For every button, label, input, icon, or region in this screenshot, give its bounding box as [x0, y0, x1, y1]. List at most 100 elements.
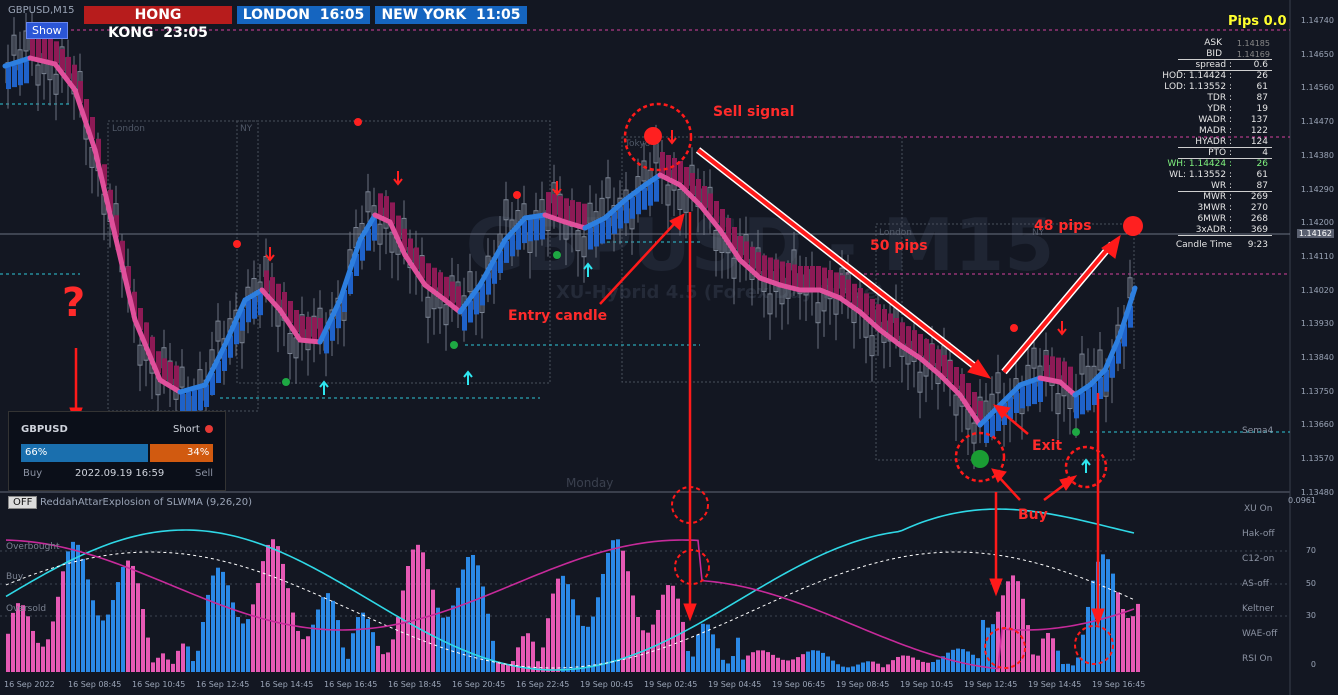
up-arrow-icon [1081, 458, 1091, 473]
histogram-bar [836, 664, 840, 672]
histogram-bar [861, 662, 865, 672]
histogram-bar [1066, 663, 1070, 672]
histogram-bar [171, 663, 175, 672]
time-tick: 19 Sep 04:45 [708, 680, 762, 689]
histogram-bar [106, 614, 110, 672]
ribbon-bar [342, 290, 347, 312]
stats-key: ASK [1204, 38, 1222, 48]
histogram-bar [326, 593, 330, 672]
down-arrow-icon [393, 171, 403, 186]
stats-key: MWR : [1203, 192, 1232, 202]
ribbon-bar [24, 61, 29, 84]
histogram-bar [116, 582, 120, 672]
histogram-bar [536, 661, 540, 672]
ma-segment [27, 55, 58, 67]
ribbon-bar [468, 300, 473, 323]
stats-row: 6MWR : 268 [1176, 214, 1276, 225]
ma-segment [337, 237, 363, 303]
ribbon-bar [1080, 392, 1085, 415]
candle-body [1031, 347, 1037, 369]
ribbon-bar [426, 263, 431, 286]
ribbon-bar [12, 65, 17, 88]
histogram-bar [931, 662, 935, 672]
ribbon-bar [246, 300, 251, 323]
right-label: AS-off [1242, 579, 1269, 589]
annotation-entry-candle: Entry candle [508, 308, 608, 324]
ribbon-bar [990, 415, 995, 437]
ribbon-bar [732, 227, 737, 249]
stats-row: TDR : 87 [1176, 93, 1276, 104]
histogram-bar [316, 609, 320, 672]
histogram-bar [96, 615, 100, 672]
stats-value: 269 [1250, 192, 1268, 202]
candle-body [575, 230, 581, 252]
histogram-bar [1046, 632, 1050, 672]
histogram-bar [731, 656, 735, 672]
candle-body [713, 229, 719, 251]
time-tick: 19 Sep 12:45 [964, 680, 1018, 689]
ribbon-bar [366, 228, 371, 251]
ribbon-bar [372, 218, 377, 241]
ribbon-bar [192, 390, 197, 413]
stats-row: MWR : 269 [1176, 192, 1276, 203]
ribbon-bar [534, 218, 539, 241]
candle-body [869, 335, 875, 357]
histogram-bar [206, 594, 210, 672]
stats-row: WADR : 137 [1176, 115, 1276, 126]
histogram-bar [986, 627, 990, 672]
indicator-tick: 0.0961 [1288, 496, 1316, 505]
histogram-bar [146, 637, 150, 672]
ribbon-bar [384, 196, 389, 219]
histogram-bar [81, 558, 85, 672]
ribbon-bar [822, 267, 827, 290]
histogram-bar [616, 539, 620, 672]
ma-segment [92, 147, 118, 238]
show-button[interactable]: Show [26, 22, 68, 39]
right-label: C12-on [1242, 554, 1275, 564]
ma-segment [622, 182, 648, 203]
histogram-bar [596, 597, 600, 672]
histogram-bar [856, 664, 860, 672]
stats-separator [1178, 158, 1272, 159]
buy-bar [21, 444, 148, 462]
ribbon-bar [582, 203, 587, 226]
osc-highlight-4 [1074, 625, 1114, 665]
ribbon-bar [168, 362, 173, 384]
histogram-bar [246, 619, 250, 672]
ribbon-bar [78, 81, 83, 103]
stats-key: LOD: 1.13552 : [1164, 82, 1232, 92]
down-arrow-icon [265, 247, 275, 262]
ma-segment [372, 212, 393, 225]
ma-segment [542, 212, 568, 225]
histogram-bar [11, 612, 15, 672]
off-button[interactable]: OFF [8, 496, 38, 509]
sell-dot [354, 118, 362, 126]
ribbon-bar [1062, 361, 1067, 384]
histogram-bar [871, 661, 875, 672]
candle-body [767, 293, 773, 315]
ribbon-bar [912, 330, 917, 353]
histogram-bar [746, 655, 750, 672]
ribbon-bar [1122, 324, 1127, 347]
histogram-bar [636, 616, 640, 672]
ribbon-bar [48, 38, 53, 61]
right-label: Keltner [1242, 604, 1274, 614]
ribbon-bar [846, 279, 851, 302]
candle-body [425, 296, 431, 318]
candle-body [179, 366, 185, 388]
histogram-bar [876, 663, 880, 672]
sell-dot [1010, 324, 1018, 332]
histogram-bar [911, 657, 915, 672]
histogram-bar [426, 569, 430, 672]
time-tick: 19 Sep 00:45 [580, 680, 634, 689]
ribbon-bar [528, 219, 533, 242]
ribbon-bar [684, 167, 689, 189]
histogram-bar [811, 650, 815, 672]
ribbon-bar [282, 292, 287, 314]
ma-segment [202, 342, 228, 388]
candle-body [53, 73, 59, 95]
stats-row: spread : 0.6 [1176, 60, 1276, 71]
time-tick: 19 Sep 02:45 [644, 680, 698, 689]
